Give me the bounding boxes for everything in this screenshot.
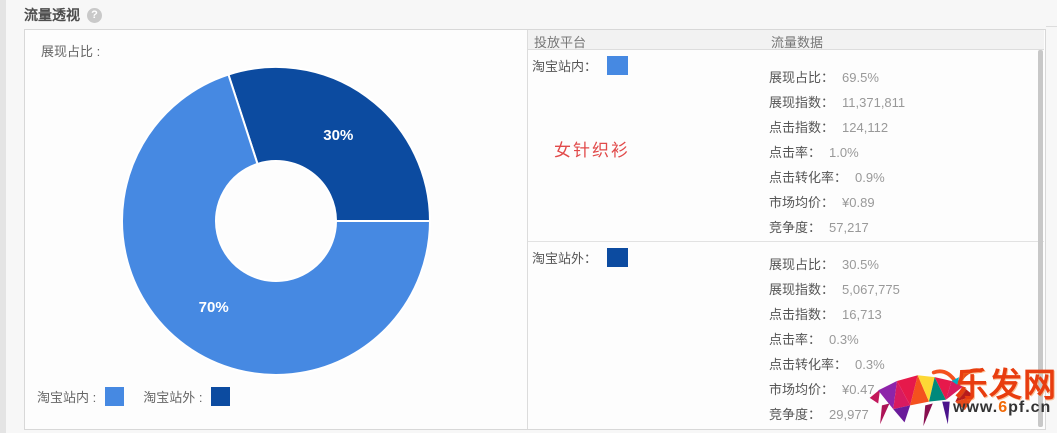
metric-avg-price: 市场均价： ¥0.89 xyxy=(769,195,875,210)
platform-cell: 淘宝站内： xyxy=(532,56,629,75)
left-edge-divider xyxy=(0,0,6,433)
platform-swatch-offsite xyxy=(607,248,629,267)
platform-cell: 淘宝站外： xyxy=(532,248,629,267)
chart-label: 展现占比 : xyxy=(41,44,101,59)
metric-click-index: 点击指数： 16,713 xyxy=(769,307,882,322)
slice-label: 70% xyxy=(199,299,229,316)
metric-click-index: 点击指数： 124,112 xyxy=(769,120,889,135)
metrics-list: 展现占比： 30.5% 展现指数： 5,067,775 点击指数： 16,713 点击… xyxy=(769,252,900,427)
platform-label-offsite: 淘宝站外： xyxy=(532,251,598,266)
legend-swatch-onsite xyxy=(105,386,125,406)
donut-slice-淘宝站内[interactable] xyxy=(121,73,432,376)
row-divider xyxy=(528,241,1044,242)
chart-legend: 淘宝站内 : 淘宝站外 : xyxy=(37,385,231,407)
table-row-offsite: 淘宝站外： 展现占比： 30.5% 展现指数： 5,067,775 点击指数： 16,… xyxy=(528,242,1044,429)
metric-conversion-rate: 点击转化率： 0.3% xyxy=(769,357,885,372)
table-scrollbar[interactable] xyxy=(1038,50,1043,427)
traffic-table: 投放平台 流量数据 淘宝站内： 女针织衫 展现占比： 69.5% 展现指数： 11,… xyxy=(528,30,1044,429)
panel-divider xyxy=(527,30,528,429)
metric-impression-share: 展现占比： 69.5% xyxy=(769,70,879,85)
metric-impression-index: 展现指数： 5,067,775 xyxy=(769,282,900,297)
legend-label-offsite: 淘宝站外 : xyxy=(143,389,203,405)
page-header: 流量透视 ? xyxy=(24,4,102,26)
metrics-list: 展现占比： 69.5% 展现指数： 11,371,811 点击指数： 124,112 … xyxy=(769,65,905,240)
metric-conversion-rate: 点击转化率： 0.9% xyxy=(769,170,885,185)
column-header-data: 流量数据 xyxy=(771,35,824,50)
table-header: 投放平台 流量数据 xyxy=(528,30,1044,50)
legend-swatch-offsite xyxy=(211,386,231,406)
metric-competition: 竞争度： 57,217 xyxy=(769,220,869,235)
metric-impression-index: 展现指数： 11,371,811 xyxy=(769,95,906,110)
legend-label-onsite: 淘宝站内 : xyxy=(37,389,97,405)
metric-click-rate: 点击率： 0.3% xyxy=(769,332,859,347)
metric-avg-price: 市场均价： ¥0.47 xyxy=(769,382,875,397)
page-title: 流量透视 xyxy=(24,7,80,23)
adjacent-panel-border xyxy=(1046,26,1057,27)
donut-slice-淘宝站外[interactable] xyxy=(227,65,432,222)
platform-label-onsite: 淘宝站内： xyxy=(532,59,598,74)
platform-swatch-onsite xyxy=(607,56,629,75)
help-icon[interactable]: ? xyxy=(87,7,102,23)
metric-click-rate: 点击率： 1.0% xyxy=(769,145,859,160)
handwritten-annotation: 女针织衫 xyxy=(554,141,630,160)
donut-chart[interactable]: 30% 70% xyxy=(25,30,527,429)
metric-impression-share: 展现占比： 30.5% xyxy=(769,257,879,272)
column-header-platform: 投放平台 xyxy=(534,35,587,50)
metric-competition: 竞争度： 29,977 xyxy=(769,407,869,422)
traffic-panel: 展现占比 : 30% 70% 淘宝站内 : 淘宝站外 : 投放平台 流量数据 淘宝… xyxy=(24,29,1046,430)
table-row-onsite: 淘宝站内： 女针织衫 展现占比： 69.5% 展现指数： 11,371,811 点击… xyxy=(528,50,1044,241)
slice-label: 30% xyxy=(323,127,353,144)
